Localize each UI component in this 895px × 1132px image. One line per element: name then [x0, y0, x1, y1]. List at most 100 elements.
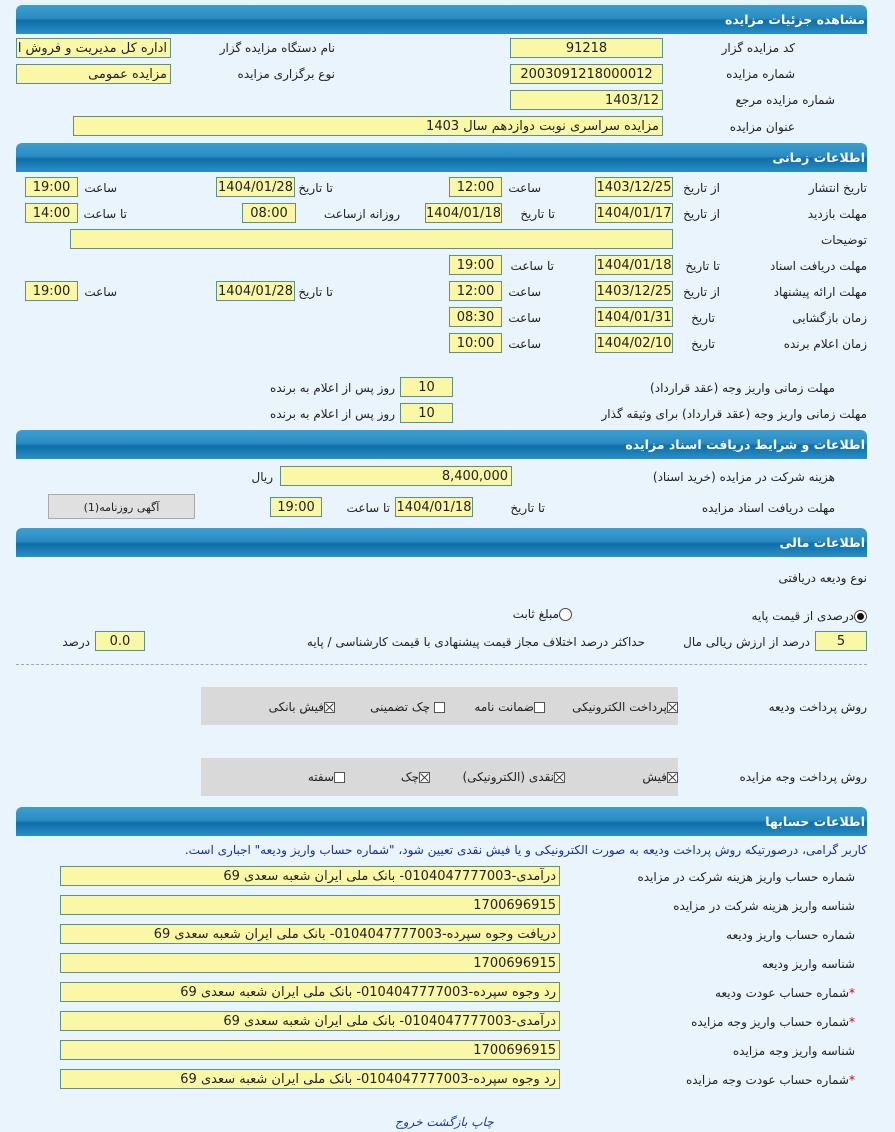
- pay-deadline-unit: روز پس از اعلام به برنده: [270, 381, 395, 395]
- account-field: 1700696915: [60, 1040, 560, 1060]
- back-link[interactable]: بازگشت: [426, 1115, 468, 1129]
- radio-percent[interactable]: درصدی از قیمت پایه: [752, 606, 867, 626]
- account-field: رد وجوه سپرده-0104047777003- بانک ملی ای…: [60, 1069, 560, 1089]
- radio-percent-label: درصدی از قیمت پایه: [751, 609, 854, 623]
- pay-deadline-label: مهلت زمانی واریز وجه (عقد قرارداد): [650, 381, 835, 395]
- opening-label: زمان بازگشایی: [792, 311, 867, 325]
- required-mark: *: [849, 1073, 855, 1087]
- pay-deadline2-unit: روز پس از اعلام به برنده: [270, 407, 395, 421]
- offer-time-label: ساعت: [508, 285, 541, 299]
- payment-method-cheque[interactable]: چک: [401, 767, 430, 787]
- account-label: *شماره حساب عودت وجه مزایده: [686, 1070, 855, 1090]
- account-label-text: شناسه واریز هزینه شرکت در مزایده: [673, 899, 855, 913]
- checkbox-label: چک: [400, 770, 419, 784]
- docs-deadline-label: مهلت دریافت اسناد: [769, 259, 867, 273]
- checkbox-label: پرداخت الکترونیکی: [572, 700, 667, 714]
- exit-link[interactable]: خروج: [395, 1115, 423, 1129]
- code-field: 91218: [510, 38, 663, 58]
- visit-daily-field: 08:00: [242, 203, 296, 223]
- checkbox-unchecked-icon[interactable]: [534, 702, 545, 713]
- account-label-text: شماره حساب واریز ودیعه: [726, 928, 855, 942]
- checkbox-label: چک تضمینی: [370, 700, 430, 714]
- org-label: نام دستگاه مزایده گزار: [219, 41, 335, 55]
- checkbox-checked-icon[interactable]: [667, 772, 678, 783]
- offer-from-label: از تاریخ: [683, 285, 720, 299]
- radio-fixed-label: مبلغ ثابت: [512, 607, 559, 621]
- checkbox-unchecked-icon[interactable]: [434, 702, 445, 713]
- publish-from-field: 1403/12/25: [595, 177, 673, 197]
- number-field: 2003091218000012: [510, 64, 663, 84]
- title-label: عنوان مزایده: [729, 120, 795, 134]
- visit-to-time-field: 14:00: [25, 203, 78, 223]
- payment-method-slip[interactable]: فیش: [642, 767, 678, 787]
- fee-unit: ریال: [251, 470, 273, 484]
- type-field: مزایده عمومی: [16, 64, 171, 84]
- deposit-type-label: نوع ودیعه دریافتی: [778, 571, 867, 585]
- deposit-method-cheque[interactable]: چک تضمینی: [370, 697, 445, 717]
- fee-field: 8,400,000: [280, 466, 512, 486]
- max-diff-unit: درصد: [62, 635, 90, 649]
- publish-time-label: ساعت: [508, 181, 541, 195]
- account-label: *شماره حساب عودت ودیعه: [715, 983, 855, 1003]
- account-field: 1700696915: [60, 953, 560, 973]
- accounts-note: کاربر گرامی، درصورتیکه روش پرداخت ودیعه …: [184, 843, 867, 857]
- account-label-text: شماره حساب عودت ودیعه: [715, 986, 849, 1000]
- visit-from-label: از تاریخ: [683, 207, 720, 221]
- account-field: دریافت وجوه سپرده-0104047777003- بانک مل…: [60, 924, 560, 944]
- winner-time-label: ساعت: [508, 337, 541, 351]
- required-mark: *: [849, 986, 855, 1000]
- account-field: درآمدی-0104047777003- بانک ملی ایران شعب…: [60, 1011, 560, 1031]
- checkbox-label: سفته: [307, 770, 334, 784]
- deposit-method-guarantee[interactable]: ضمانت نامه: [474, 697, 545, 717]
- pay-deadline2-field: 10: [400, 403, 453, 423]
- account-label: شناسه واریز وجه مزایده: [733, 1041, 855, 1061]
- docs-to-field: 1404/01/18: [395, 497, 473, 517]
- ref-field: 1403/12: [510, 90, 663, 110]
- radio-unchecked-icon[interactable]: [559, 608, 572, 621]
- docs-deadline-to-label: تا تاریخ: [685, 259, 720, 273]
- account-label: شماره حساب واریز هزینه شرکت در مزایده: [637, 867, 855, 887]
- visit-to-time-label: تا ساعت: [83, 207, 127, 221]
- offer-to-label: تا تاریخ: [298, 285, 333, 299]
- radio-checked-icon[interactable]: [854, 610, 867, 623]
- fee-label: هزینه شرکت در مزایده (خرید اسناد): [652, 470, 835, 484]
- checkbox-checked-icon[interactable]: [324, 702, 335, 713]
- opening-date-label: تاریخ: [691, 311, 715, 325]
- checkbox-checked-icon[interactable]: [419, 772, 430, 783]
- print-link[interactable]: چاپ: [471, 1115, 494, 1129]
- checkbox-unchecked-icon[interactable]: [334, 772, 345, 783]
- publish-time-field: 12:00: [449, 177, 502, 197]
- checkbox-checked-icon[interactable]: [667, 702, 678, 713]
- publish-time2-field: 19:00: [25, 177, 78, 197]
- payment-method-promissory[interactable]: سفته: [308, 767, 345, 787]
- visit-daily-label: روزانه ازساعت: [323, 207, 400, 221]
- opening-time-field: 08:30: [449, 307, 502, 327]
- account-label-text: شماره حساب عودت وجه مزایده: [685, 1073, 849, 1087]
- org-field: اداره کل مدیریت و فروش اموال: [16, 38, 171, 58]
- account-label-text: شناسه واریز ودیعه: [761, 957, 855, 971]
- deposit-method-label: روش پرداخت ودیعه: [768, 700, 867, 714]
- checkbox-label: نقدی (الکترونیکی): [462, 770, 554, 784]
- deposit-method-electronic[interactable]: پرداخت الکترونیکی: [572, 697, 678, 717]
- section-header-accounts: اطلاعات حسابها: [16, 807, 867, 836]
- visit-from-field: 1404/01/17: [595, 203, 673, 223]
- type-label: نوع برگزاری مزایده: [237, 67, 335, 81]
- pay-deadline-field: 10: [400, 377, 453, 397]
- checkbox-checked-icon[interactable]: [554, 772, 565, 783]
- payment-methods-panel: [201, 758, 678, 796]
- section-header-finance: اطلاعات مالی: [16, 528, 867, 557]
- deposit-method-bank-slip[interactable]: فیش بانکی: [269, 697, 335, 717]
- code-label: کد مزایده گزار: [721, 41, 795, 55]
- account-label: شناسه واریز ودیعه: [762, 954, 855, 974]
- payment-method-cash[interactable]: نقدی (الکترونیکی): [462, 767, 565, 787]
- section-header-docs: اطلاعات و شرایط دریافت اسناد مزایده: [16, 430, 867, 459]
- docs-deadline-time-label: تا ساعت: [510, 259, 554, 273]
- desc-field: [70, 229, 673, 249]
- account-label-text: شناسه واریز وجه مزایده: [732, 1044, 855, 1058]
- newspaper-ad-button[interactable]: آگهی روزنامه(1): [48, 494, 195, 519]
- publish-to-label: تا تاریخ: [298, 181, 333, 195]
- account-field: 1700696915: [60, 895, 560, 915]
- publish-label: تاریخ انتشار: [808, 181, 867, 195]
- radio-fixed[interactable]: مبلغ ثابت: [513, 604, 572, 624]
- account-field: درآمدی-0104047777003- بانک ملی ایران شعب…: [60, 866, 560, 886]
